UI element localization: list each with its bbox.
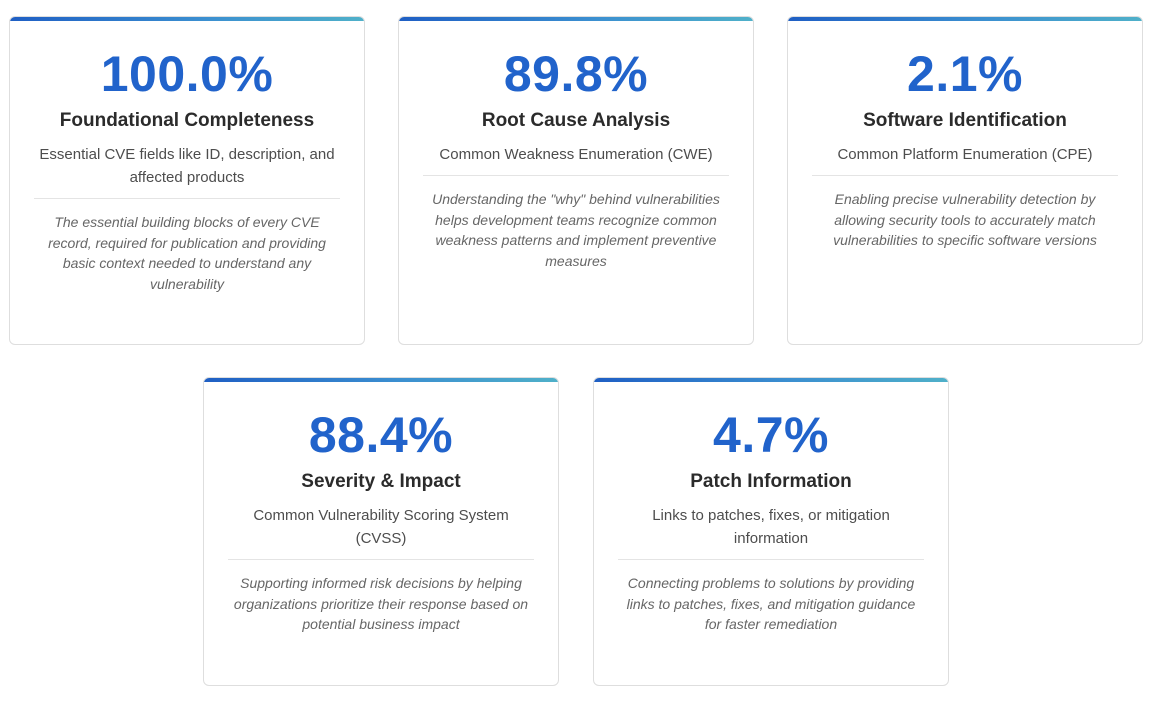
card-title: Severity & Impact xyxy=(301,471,461,492)
card-description: Enabling precise vulnerability detection… xyxy=(833,191,1097,248)
card-divider xyxy=(228,559,534,560)
metric-value: 89.8% xyxy=(503,46,649,102)
card-description: The essential building blocks of every C… xyxy=(48,214,326,292)
card-accent-bar xyxy=(204,378,558,382)
card-divider xyxy=(812,175,1118,176)
metric-card-severity-impact: 88.4% Severity & Impact Common Vulnerabi… xyxy=(203,377,559,686)
card-title: Foundational Completeness xyxy=(59,110,315,131)
card-accent-bar xyxy=(788,17,1142,21)
card-title: Patch Information xyxy=(690,471,852,492)
card-title: Root Cause Analysis xyxy=(481,110,671,131)
card-divider xyxy=(34,198,340,199)
metric-value: 4.7% xyxy=(713,407,829,463)
card-subtitle: Common Platform Enumeration (CPE) xyxy=(837,146,1093,163)
card-description: Connecting problems to solutions by prov… xyxy=(626,575,916,632)
metric-card-software-identification: 2.1% Software Identification Common Plat… xyxy=(787,16,1143,345)
metric-value: 100.0% xyxy=(100,46,274,102)
metric-value: 2.1% xyxy=(907,46,1023,102)
card-accent-bar xyxy=(10,17,364,21)
card-divider xyxy=(423,175,729,176)
card-accent-bar xyxy=(399,17,753,21)
card-subtitle: Common Weakness Enumeration (CWE) xyxy=(439,146,713,163)
card-title: Software Identification xyxy=(863,110,1067,131)
card-accent-bar xyxy=(594,378,948,382)
card-description: Supporting informed risk decisions by he… xyxy=(233,575,529,632)
card-subtitle: Links to patches, fixes, or mitigation i… xyxy=(652,507,890,547)
metric-value: 88.4% xyxy=(308,407,454,463)
metric-card-patch-information: 4.7% Patch Information Links to patches,… xyxy=(593,377,949,686)
card-subtitle: Essential CVE fields like ID, descriptio… xyxy=(39,146,335,186)
card-subtitle: Common Vulnerability Scoring System (CVS… xyxy=(253,507,509,547)
metric-card-root-cause-analysis: 89.8% Root Cause Analysis Common Weaknes… xyxy=(398,16,754,345)
card-divider xyxy=(618,559,924,560)
metric-card-foundational-completeness: 100.0% Foundational Completeness Essenti… xyxy=(9,16,365,345)
card-description: Understanding the "why" behind vulnerabi… xyxy=(432,191,720,269)
